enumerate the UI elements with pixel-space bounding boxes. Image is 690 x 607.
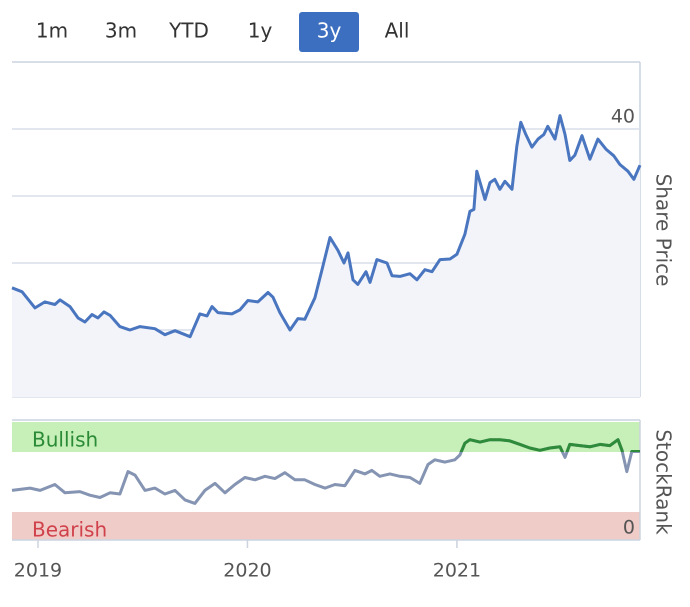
bearish-band xyxy=(12,512,640,540)
data-line xyxy=(11,114,642,339)
range-button-label[interactable]: YTD xyxy=(168,19,209,43)
range-button-label[interactable]: 3m xyxy=(105,19,137,43)
x-tick-label: 2019 xyxy=(14,560,62,582)
x-tick-label: 2021 xyxy=(433,560,481,582)
range-button[interactable]: YTD xyxy=(168,19,209,43)
range-button-label[interactable]: 1y xyxy=(248,19,273,43)
x-tick-label: 2020 xyxy=(223,560,271,582)
range-button-label[interactable]: All xyxy=(385,19,410,43)
range-button[interactable]: All xyxy=(385,19,410,43)
bullish-band xyxy=(12,422,640,452)
range-button[interactable]: 3m xyxy=(105,19,137,43)
range-button[interactable]: 1m xyxy=(36,19,68,43)
y-tick-label: 0 xyxy=(623,517,635,539)
bullish-label: Bullish xyxy=(32,428,98,452)
range-buttons: 1m 3m YTD 1y 3y All xyxy=(36,12,410,52)
y-tick-label: 40 xyxy=(611,106,635,128)
range-button-bg[interactable] xyxy=(299,12,359,52)
range-button-label[interactable]: 3y xyxy=(317,19,342,43)
y2-axis-title: StockRank xyxy=(652,429,676,535)
range-button[interactable]: 3y xyxy=(299,12,359,52)
y-axis-title: Share Price xyxy=(652,174,676,287)
range-button-label[interactable]: 1m xyxy=(36,19,68,43)
bearish-label: Bearish xyxy=(32,518,107,542)
range-button[interactable]: 1y xyxy=(248,19,273,43)
bullish-line xyxy=(459,438,640,452)
